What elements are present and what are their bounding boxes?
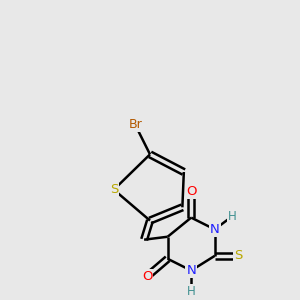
- Text: Br: Br: [128, 118, 142, 131]
- Text: N: N: [186, 264, 196, 277]
- Text: N: N: [210, 223, 220, 236]
- Text: H: H: [187, 285, 196, 298]
- Text: S: S: [110, 183, 118, 196]
- Text: O: O: [142, 270, 152, 283]
- Text: H: H: [228, 210, 237, 223]
- Text: O: O: [186, 184, 196, 198]
- Text: S: S: [234, 249, 242, 262]
